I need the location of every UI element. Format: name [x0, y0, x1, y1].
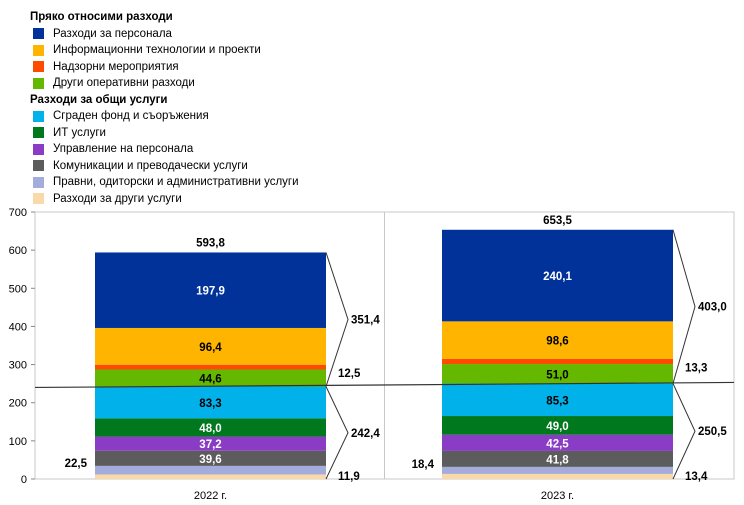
bar-segment: [95, 465, 326, 475]
legend-group-direct-title: Пряко относими разходи: [30, 11, 173, 23]
legend-label: Разходи за персонала: [53, 27, 172, 40]
legend-item: Сграден фонд и съоръжения: [30, 108, 299, 125]
annotation-label: 13,3: [685, 363, 707, 375]
y-tick-label: 600: [9, 245, 27, 257]
data-label: 240,1: [543, 271, 572, 283]
bar-segment: [95, 450, 326, 466]
data-label: 51,0: [546, 369, 568, 381]
legend-swatch: [33, 110, 44, 122]
data-label: 83,3: [199, 398, 221, 410]
legend: Пряко относими разходи Разходи за персон…: [30, 9, 299, 207]
y-tick-label: 400: [9, 321, 27, 333]
legend-label: ИТ услуги: [53, 126, 106, 139]
bar-segment: [95, 364, 326, 370]
total-label: 653,5: [543, 215, 572, 227]
legend-label: Правни, одиторски и административни услу…: [53, 176, 299, 188]
legend-swatch: [33, 77, 44, 89]
y-tick-label: 700: [9, 207, 27, 219]
bar-segment: [442, 450, 673, 467]
legend-swatch: [33, 28, 44, 40]
bracket-shared: [672, 383, 696, 480]
data-label: 98,6: [546, 336, 568, 348]
bar-segment: [95, 436, 326, 451]
legend-item: Управление на персонала: [30, 141, 299, 158]
legend-label: Сграден фонд и съоръжения: [53, 110, 209, 122]
bar-segment: [442, 434, 673, 451]
y-tick-label: 0: [21, 474, 27, 486]
legend-group-direct: Разходи за персонала Информационни технол…: [30, 26, 299, 92]
annotation-label: 403,0: [698, 302, 727, 314]
bar-segment: [95, 386, 326, 419]
bar-segment: [95, 474, 326, 479]
legend-item: Комуникации и преводачески услуги: [30, 158, 299, 175]
y-tick-label: 500: [9, 283, 27, 295]
legend-swatch: [33, 61, 44, 73]
legend-group-shared-title: Разходи за общи услуги: [30, 93, 168, 106]
data-label: 197,9: [196, 286, 225, 298]
legend-label: Други оперативни разходи: [53, 77, 195, 89]
legend-swatch: [33, 160, 44, 172]
legend-swatch: [33, 143, 44, 155]
bar-segment: [442, 416, 673, 435]
bar-segment: [95, 252, 326, 328]
data-label: 39,6: [199, 454, 221, 466]
legend-swatch: [33, 127, 44, 139]
data-label: 41,8: [546, 454, 569, 466]
data-label: 96,4: [199, 342, 222, 354]
legend-label: Надзорни мероприятия: [53, 60, 179, 73]
data-label: 22,5: [65, 458, 88, 470]
bracket-direct: [325, 252, 349, 387]
legend-item: ИТ услуги: [30, 125, 299, 142]
bar-segment: [442, 466, 673, 474]
total-label: 593,8: [196, 237, 225, 249]
bar-segment: [95, 418, 326, 437]
data-label: 37,2: [199, 439, 221, 451]
legend-item: Други оперативни разходи: [30, 75, 299, 92]
annotation-label: 351,4: [351, 314, 380, 326]
legend-swatch: [33, 44, 44, 56]
legend-label: Управление на персонала: [53, 143, 194, 155]
bar-segment: [442, 364, 673, 384]
annotation-label: 242,4: [351, 428, 380, 440]
legend-item: Надзорни мероприятия: [30, 59, 299, 76]
annotation-label: 250,5: [698, 426, 727, 438]
x-tick-label: 2023 г.: [541, 490, 574, 502]
data-label: 44,6: [199, 373, 221, 385]
legend-label: Информационни технологии и проекти: [53, 44, 261, 56]
legend-swatch: [33, 193, 44, 205]
annotation-label: 12,5: [338, 368, 361, 380]
bracket-shared: [325, 386, 349, 480]
bar-segment: [442, 358, 673, 365]
bar-segment: [95, 369, 326, 387]
x-tick-label: 2022 г.: [194, 490, 227, 502]
bar-segment: [95, 327, 326, 365]
legend-label: Разходи за други услуги: [53, 192, 182, 205]
legend-item: Разходи за персонала: [30, 26, 299, 43]
bar-segment: [442, 321, 673, 359]
legend-label: Комуникации и преводачески услуги: [53, 159, 248, 172]
data-label: 18,4: [412, 459, 435, 471]
bracket-direct: [672, 229, 696, 384]
data-label: 48,0: [199, 423, 221, 435]
y-tick-label: 100: [9, 436, 27, 448]
bar-segment: [442, 473, 673, 479]
legend-item: Разходи за други услуги: [30, 191, 299, 208]
y-tick-label: 200: [9, 398, 27, 410]
legend-group-shared: Сграден фонд и съоръжения ИТ услуги Управл…: [30, 108, 299, 207]
bar-segment: [442, 229, 673, 322]
data-label: 85,3: [546, 395, 568, 407]
bar-segment: [442, 383, 673, 417]
data-label: 42,5: [546, 438, 569, 450]
legend-swatch: [33, 176, 44, 188]
data-label: 49,0: [546, 421, 568, 433]
cost-divider-line: [34, 381, 735, 389]
legend-item: Правни, одиторски и административни услу…: [30, 174, 299, 191]
annotation-label: 11,9: [338, 471, 360, 483]
y-tick-label: 300: [9, 360, 27, 372]
annotation-label: 13,4: [685, 471, 708, 483]
legend-item: Информационни технологии и проекти: [30, 42, 299, 59]
